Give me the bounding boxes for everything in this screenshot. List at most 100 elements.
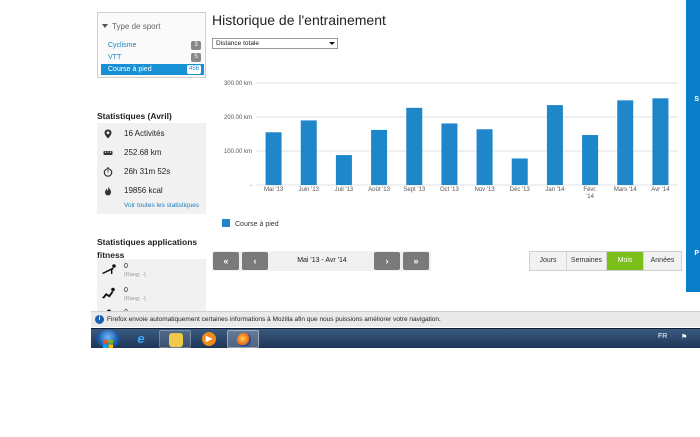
x-tick-label: Juin '13 <box>299 187 320 193</box>
fitness-value: 0 <box>124 309 128 311</box>
chart-bar[interactable] <box>406 107 423 185</box>
sport-type-title: Type de sport <box>112 22 161 31</box>
language-indicator[interactable]: FR <box>658 333 668 340</box>
chart-bar[interactable] <box>300 120 317 185</box>
sport-item-count: 456 <box>186 65 201 74</box>
taskbar-ie[interactable]: e <box>125 330 157 348</box>
stat-distance: 252.68 km <box>97 144 206 161</box>
stats-box: 16 Activités 252.68 km 26h 31m 52s 19856… <box>97 123 206 214</box>
sport-item-course-a-pied[interactable]: Course à pied 456 <box>101 64 204 75</box>
y-tick-label: 200.00 km <box>224 115 252 121</box>
squat-icon <box>101 309 117 311</box>
sport-item-vtt[interactable]: VTT 5 <box>101 52 204 63</box>
file-explorer-icon <box>169 333 183 347</box>
taskbar-explorer[interactable] <box>159 330 191 348</box>
chart-bar[interactable] <box>441 123 458 185</box>
tab-semaines[interactable]: Semaines <box>567 252 607 270</box>
chart-bar[interactable] <box>476 129 493 185</box>
pager-first-button[interactable]: « <box>213 252 239 270</box>
chart-grid <box>256 82 678 186</box>
chart-bar[interactable] <box>546 105 563 185</box>
taskbar-media-player[interactable]: ▶ <box>193 330 225 348</box>
chart-bar[interactable] <box>265 132 282 185</box>
firefox-notification-bar: i Firefox envoie automatiquement certain… <box>91 311 700 327</box>
x-tick-label: Avr '14 <box>651 187 670 193</box>
stopwatch-icon <box>103 167 113 177</box>
location-pin-icon <box>103 129 113 139</box>
legend-label: Course à pied <box>235 221 279 228</box>
sport-item-label: Course à pied <box>108 66 152 73</box>
chart-bars <box>265 98 669 185</box>
x-tick-label: Nov '13 <box>475 187 496 193</box>
x-tick-label: Oct '13 <box>440 187 459 193</box>
chart-bar[interactable] <box>582 135 599 185</box>
x-tick-label: Mars '14 <box>614 187 637 193</box>
situp-icon <box>101 287 117 299</box>
stats-title: Statistiques (Avril) <box>97 111 172 121</box>
sport-item-label: VTT <box>108 54 122 61</box>
tab-annees[interactable]: Années <box>650 257 675 264</box>
x-tick-label: Mai '13 <box>264 187 284 193</box>
chart-bar[interactable] <box>335 155 352 185</box>
fitness-rank: (Rang: -) <box>124 272 146 278</box>
chart-y-axis: - 100.00 km 200.00 km 300.00 km <box>224 81 252 189</box>
sport-type-header[interactable]: Type de sport <box>102 22 160 31</box>
x-tick-label: Juil '13 <box>335 187 354 193</box>
chart-bar[interactable] <box>652 98 669 185</box>
windows-logo-icon <box>103 335 113 348</box>
sport-item-label: Cyclisme <box>108 42 137 49</box>
sport-item-cyclisme[interactable]: Cyclisme 3 <box>101 40 204 51</box>
chart-bar[interactable] <box>617 100 634 185</box>
x-tick-label: Déc '13 <box>510 187 531 193</box>
stat-text: 16 Activités <box>124 129 165 138</box>
tab-mois[interactable]: Mois <box>607 252 644 270</box>
pager-range: Mai '13 - Avr '14 <box>297 257 347 264</box>
pager-prev-button[interactable]: ‹ <box>242 252 268 270</box>
tab-jours[interactable]: Jours <box>530 252 567 270</box>
legend-swatch <box>222 219 230 227</box>
action-center-flag-icon[interactable]: ⚑ <box>681 334 688 341</box>
distance-icon <box>103 148 113 158</box>
notification-text: Firefox envoie automatiquement certaines… <box>107 316 441 323</box>
training-history-chart: - 100.00 km 200.00 km 300.00 km Mai '13 Juin… <box>224 81 678 200</box>
chart-bar[interactable] <box>371 129 388 185</box>
x-tick-label: Sept '13 <box>403 187 425 193</box>
side-banner-letter: P <box>694 250 699 257</box>
pager-last-button[interactable]: » <box>403 252 429 270</box>
fitness-row-squat: 0 <box>97 305 206 311</box>
stat-text: 19856 kcal <box>124 186 163 195</box>
taskbar-firefox[interactable] <box>227 330 259 348</box>
fitness-value: 0 <box>124 287 128 294</box>
fitness-row-situp: 0 (Rang: -) <box>97 283 206 307</box>
date-pager: « ‹ Mai '13 - Avr '14 › » <box>212 251 431 271</box>
dropdown-arrow-icon <box>329 42 335 45</box>
metric-select-value: Distance totale <box>216 40 259 47</box>
pushup-icon <box>101 263 117 275</box>
x-tick-label: Jan '14 <box>545 187 565 193</box>
y-tick-label: 300.00 km <box>224 81 252 87</box>
side-banner-letter: S <box>694 96 699 103</box>
sport-item-count: 3 <box>191 41 201 50</box>
start-button[interactable] <box>96 330 120 348</box>
pager-next-button[interactable]: › <box>374 252 400 270</box>
fitness-rank: (Rang: -) <box>124 296 146 302</box>
stat-duration: 26h 31m 52s <box>97 163 206 180</box>
side-banner[interactable]: S P <box>686 0 700 292</box>
y-tick-label: - <box>250 183 252 189</box>
x-tick-label: Févr. '14 <box>583 187 597 200</box>
metric-select[interactable]: Distance totale <box>212 38 338 49</box>
chart-bar[interactable] <box>511 158 528 185</box>
fitness-row-pushup: 0 (Rang: -) <box>97 259 206 283</box>
media-player-icon: ▶ <box>202 332 216 346</box>
fitness-stats-box: 0 (Rang: -) 0 (Rang: -) 0 <box>97 259 206 311</box>
chart-legend: Course à pied <box>222 219 279 228</box>
firefox-icon <box>237 333 251 347</box>
collapse-triangle-icon <box>102 24 108 28</box>
sport-type-filter: Type de sport Cyclisme 3 VTT 5 Course à … <box>97 12 206 78</box>
stat-calories: 19856 kcal <box>97 182 206 199</box>
period-tabs: Jours Semaines Mois Années <box>529 251 682 271</box>
internet-explorer-icon: e <box>137 331 145 346</box>
see-all-stats-link[interactable]: Voir toutes les statistiques <box>124 202 200 209</box>
page-title: Historique de l'entrainement <box>212 12 386 28</box>
stat-activities: 16 Activités <box>97 125 206 142</box>
